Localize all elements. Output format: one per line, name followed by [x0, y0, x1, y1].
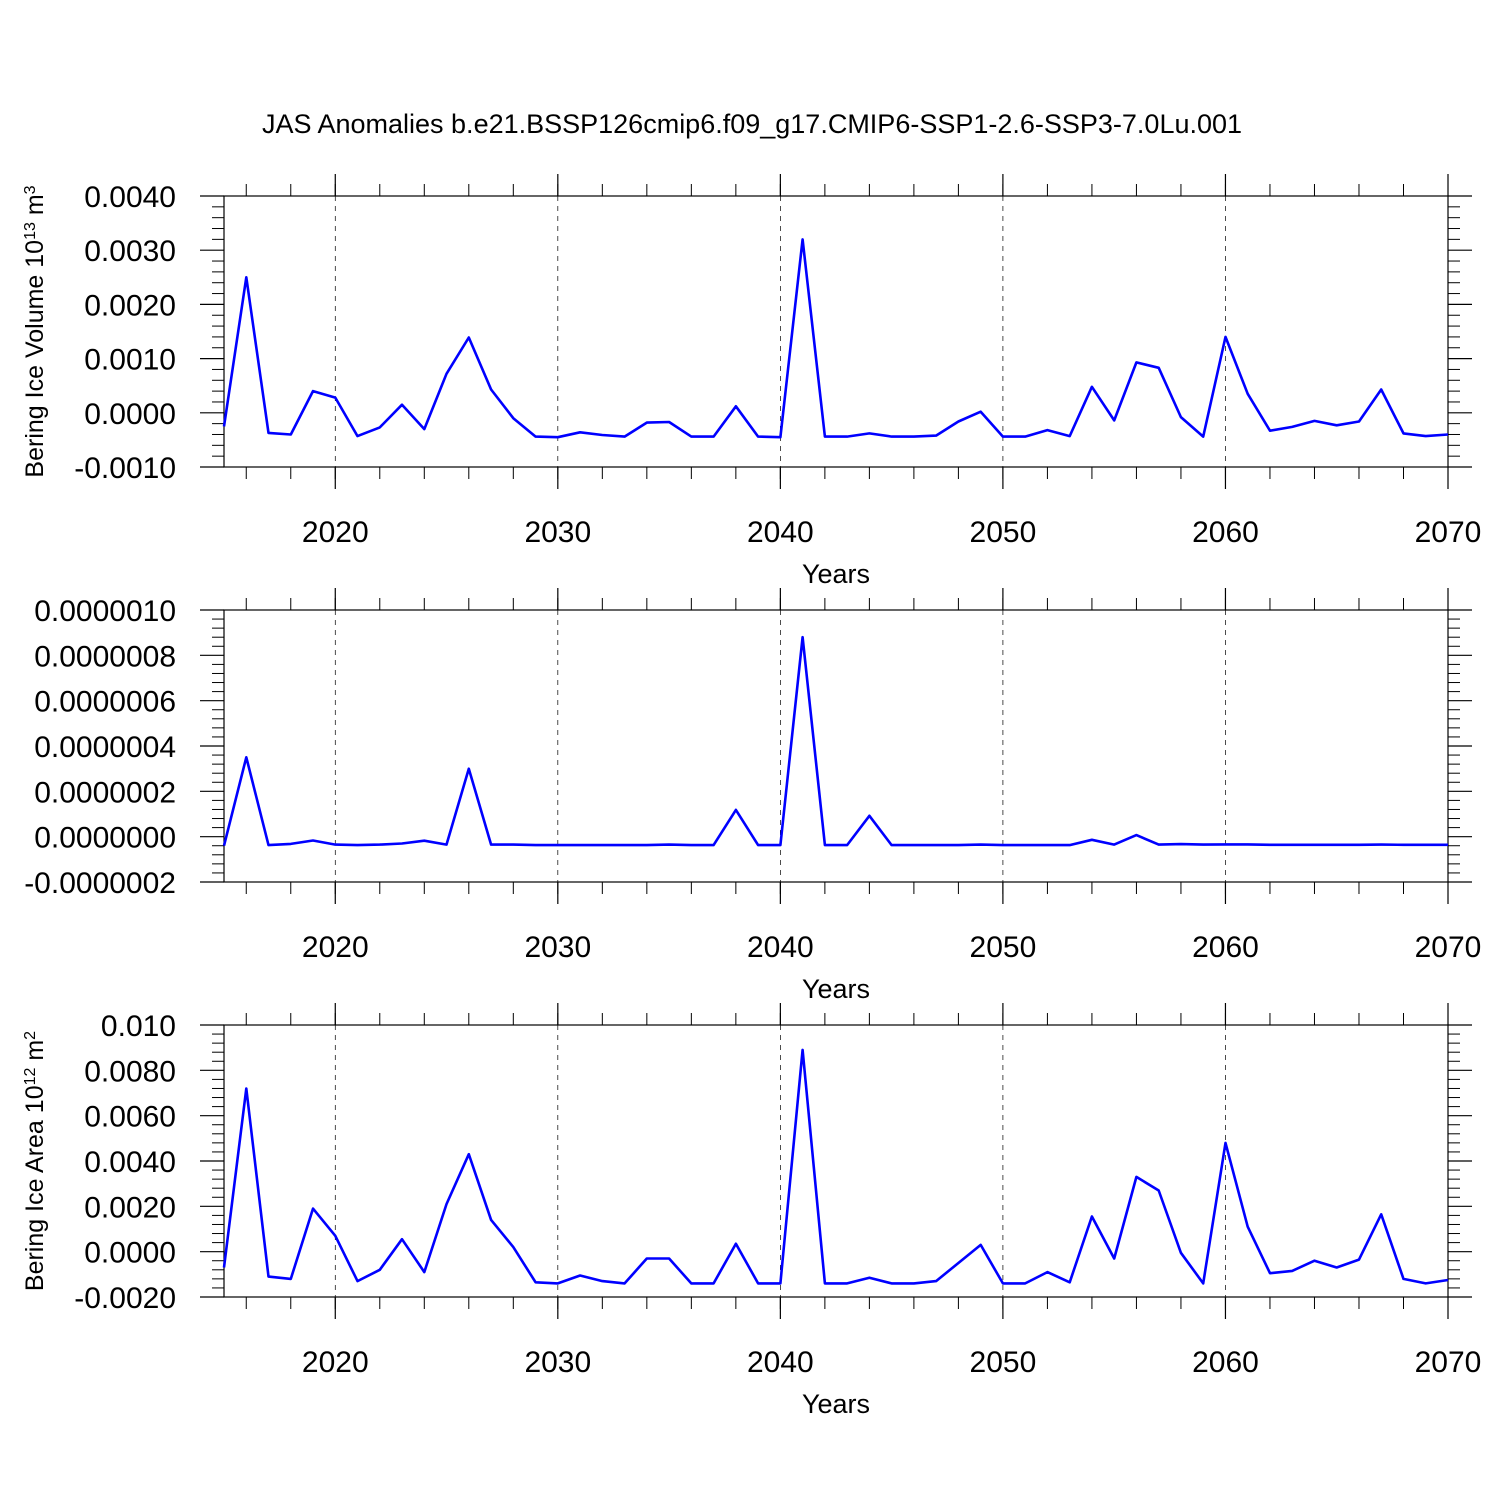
y-tick-label: -0.0010 [74, 452, 176, 485]
y-axis-label: Bering Ice Volume 1013 m3 [21, 185, 49, 477]
x-tick-label: 2070 [1415, 931, 1482, 964]
figure-title: JAS Anomalies b.e21.BSSP126cmip6.f09_g17… [262, 109, 1242, 139]
chart-panel-2: 2020 2030 2040 2050 2060 2070 Years -0.0000002 0… [24, 588, 1481, 1004]
data-series-line [222, 238, 1449, 439]
x-tick-label: 2050 [970, 931, 1037, 964]
x-tick-label: 2030 [524, 516, 591, 549]
x-tick-label: 2020 [302, 931, 369, 964]
x-axis-label: Years [802, 559, 870, 589]
x-tick-label: 2030 [524, 931, 591, 964]
panels: 2020 2030 2040 2050 2060 2070 Years -0.0010 0.00… [21, 174, 1481, 1419]
y-tick-label: 0.0000004 [34, 731, 176, 764]
y-tick-label: 0.0000 [84, 1237, 176, 1270]
data-series-line [222, 635, 1448, 847]
y-tick-label: 0.0020 [84, 289, 176, 322]
y-tick-label: 0.0000002 [34, 776, 176, 809]
y-tick-label: 0.0040 [84, 1146, 176, 1179]
y-axis-label: Bering Ice Area 1012 m2 [21, 1031, 49, 1291]
x-tick-label: 2050 [970, 1346, 1037, 1379]
y-tick-label: 0.0060 [84, 1101, 176, 1134]
x-tick-label: 2020 [302, 1346, 369, 1379]
y-tick-label: -0.0020 [74, 1282, 176, 1315]
y-tick-label: 0.0000008 [34, 640, 176, 673]
chart-panel-3: 2020 2030 2040 2050 2060 2070 Years -0.0020 0.00… [21, 1003, 1481, 1419]
x-tick-label: 2020 [302, 516, 369, 549]
chart-panel-1: 2020 2030 2040 2050 2060 2070 Years -0.0010 0.00… [21, 174, 1481, 589]
plot-frame [223, 609, 1449, 883]
x-tick-label: 2050 [970, 516, 1037, 549]
y-tick-label: 0.0000000 [34, 822, 176, 855]
y-tick-label: 0.0000006 [34, 686, 176, 719]
x-tick-label: 2030 [524, 1346, 591, 1379]
y-tick-label: 0.0000 [84, 398, 176, 431]
y-tick-label: 0.0030 [84, 235, 176, 268]
y-tick-label: -0.0000002 [24, 867, 176, 900]
y-tick-label: 0.0020 [84, 1191, 176, 1224]
y-tick-label: 0.0040 [84, 181, 176, 214]
x-axis-label: Years [802, 974, 870, 1004]
y-tick-label: 0.0000010 [34, 595, 176, 628]
x-tick-label: 2040 [747, 1346, 814, 1379]
data-series-line [222, 1048, 1449, 1285]
y-tick-label: 0.0080 [84, 1055, 176, 1088]
x-axis-label: Years [802, 1389, 870, 1419]
y-tick-label: 0.010 [101, 1010, 176, 1043]
plot-frame [223, 195, 1449, 468]
x-tick-label: 2060 [1192, 1346, 1259, 1379]
x-tick-label: 2070 [1415, 1346, 1482, 1379]
y-tick-label: 0.0010 [84, 344, 176, 377]
x-tick-label: 2070 [1415, 516, 1482, 549]
x-tick-label: 2040 [747, 931, 814, 964]
plot-frame [223, 1024, 1449, 1298]
x-tick-label: 2060 [1192, 931, 1259, 964]
x-tick-label: 2040 [747, 516, 814, 549]
x-tick-label: 2060 [1192, 516, 1259, 549]
